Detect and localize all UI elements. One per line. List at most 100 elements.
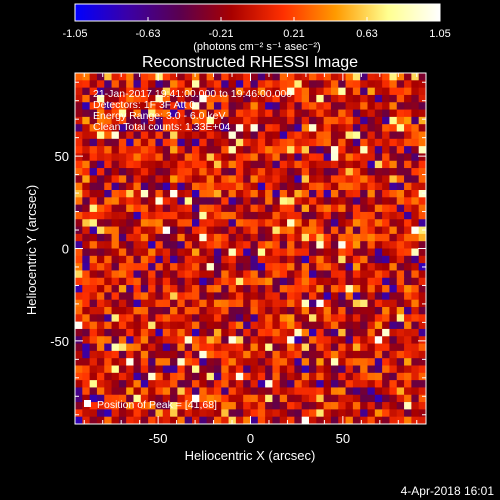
heatmap-cell: [250, 416, 259, 424]
heatmap-cell: [330, 116, 339, 125]
heatmap-cell: [411, 255, 420, 264]
heatmap-cell: [396, 365, 405, 374]
heatmap-cell: [418, 146, 426, 154]
heatmap-cell: [272, 387, 281, 396]
heatmap-cell: [257, 270, 266, 279]
heatmap-cell: [162, 182, 171, 191]
heatmap-cell: [389, 365, 398, 374]
heatmap-cell: [396, 160, 405, 169]
heatmap-cell: [352, 255, 361, 264]
heatmap-cell: [177, 168, 186, 176]
heatmap-cell: [382, 328, 390, 337]
heatmap-cell: [213, 285, 222, 293]
heatmap-cell: [294, 182, 303, 191]
heatmap-cell: [374, 285, 383, 293]
heatmap-cell: [345, 73, 354, 81]
heatmap-cell: [140, 387, 149, 396]
heatmap-cell: [133, 182, 142, 191]
heatmap-cell: [352, 175, 361, 184]
heatmap-cell: [177, 380, 186, 388]
heatmap-cell: [360, 160, 368, 169]
heatmap-cell: [272, 153, 281, 162]
heatmap-cell: [374, 365, 383, 374]
heatmap-cell: [184, 365, 193, 374]
heatmap-cell: [309, 153, 317, 162]
heatmap-cell: [345, 255, 354, 264]
heatmap-cell: [272, 328, 281, 337]
heatmap-cell: [170, 233, 178, 242]
heatmap-cell: [104, 380, 112, 388]
heatmap-cell: [374, 350, 383, 359]
heatmap-cell: [323, 190, 332, 198]
heatmap-cell: [82, 248, 91, 257]
heatmap-cell: [221, 87, 229, 96]
heatmap-cell: [170, 168, 178, 176]
heatmap-cell: [279, 358, 288, 366]
heatmap-cell: [243, 175, 251, 184]
heatmap-cell: [309, 328, 317, 337]
heatmap-cell: [338, 94, 346, 103]
annotation-time-range: 21-Jan-2017 19:41:00.000 to 19:46:00.000: [93, 88, 292, 100]
heatmap-cell: [140, 314, 149, 323]
heatmap-cell: [199, 73, 208, 81]
heatmap-cell: [155, 80, 164, 89]
heatmap-cell: [89, 277, 98, 286]
heatmap-cell: [418, 277, 426, 286]
heatmap-cell: [374, 263, 383, 271]
heatmap-cell: [345, 226, 354, 235]
heatmap-cell: [126, 138, 134, 147]
heatmap-cell: [257, 263, 266, 271]
heatmap-cell: [294, 116, 303, 125]
heatmap-cell: [213, 328, 222, 337]
heatmap-cell: [418, 124, 426, 132]
heatmap-cell: [345, 365, 354, 374]
heatmap-cell: [133, 372, 142, 381]
heatmap-cell: [104, 87, 112, 96]
heatmap-cell: [140, 321, 149, 330]
heatmap-cell: [294, 94, 303, 103]
heatmap-cell: [287, 146, 295, 154]
heatmap-cell: [118, 73, 127, 81]
heatmap-cell: [126, 116, 134, 125]
heatmap-cell: [360, 168, 368, 176]
heatmap-cell: [126, 87, 134, 96]
heatmap-cell: [404, 307, 412, 315]
heatmap-cell: [192, 358, 200, 366]
heatmap-cell: [360, 197, 368, 206]
heatmap-cell: [235, 248, 244, 257]
heatmap-cell: [250, 365, 259, 374]
heatmap-cell: [250, 285, 259, 293]
heatmap-cell: [382, 197, 390, 206]
heatmap-cell: [309, 131, 317, 140]
heatmap-cell: [301, 226, 310, 235]
heatmap-cell: [184, 87, 193, 96]
heatmap-cell: [352, 387, 361, 396]
heatmap-cell: [170, 146, 178, 154]
heatmap-cell: [360, 358, 368, 366]
heatmap-cell: [140, 160, 149, 169]
heatmap-cell: [316, 255, 325, 264]
heatmap-cell: [265, 380, 273, 388]
heatmap-cell: [118, 226, 127, 235]
heatmap-cell: [199, 277, 208, 286]
heatmap-cell: [404, 87, 412, 96]
heatmap-cell: [140, 190, 149, 198]
heatmap-cell: [374, 109, 383, 118]
heatmap-cell: [140, 263, 149, 271]
heatmap-cell: [184, 307, 193, 315]
heatmap-cell: [177, 394, 186, 403]
heatmap-cell: [243, 402, 251, 410]
heatmap-cell: [316, 168, 325, 176]
heatmap-cell: [418, 402, 426, 410]
heatmap-cell: [250, 270, 259, 279]
heatmap-cell: [338, 314, 346, 323]
heatmap-cell: [199, 204, 208, 213]
heatmap-cell: [235, 380, 244, 388]
heatmap-cell: [235, 138, 244, 147]
heatmap-cell: [418, 336, 426, 344]
heatmap-cell: [148, 402, 156, 410]
heatmap-cell: [111, 277, 120, 286]
heatmap-cell: [250, 343, 259, 352]
heatmap-cell: [177, 124, 186, 132]
heatmap-cell: [177, 372, 186, 381]
